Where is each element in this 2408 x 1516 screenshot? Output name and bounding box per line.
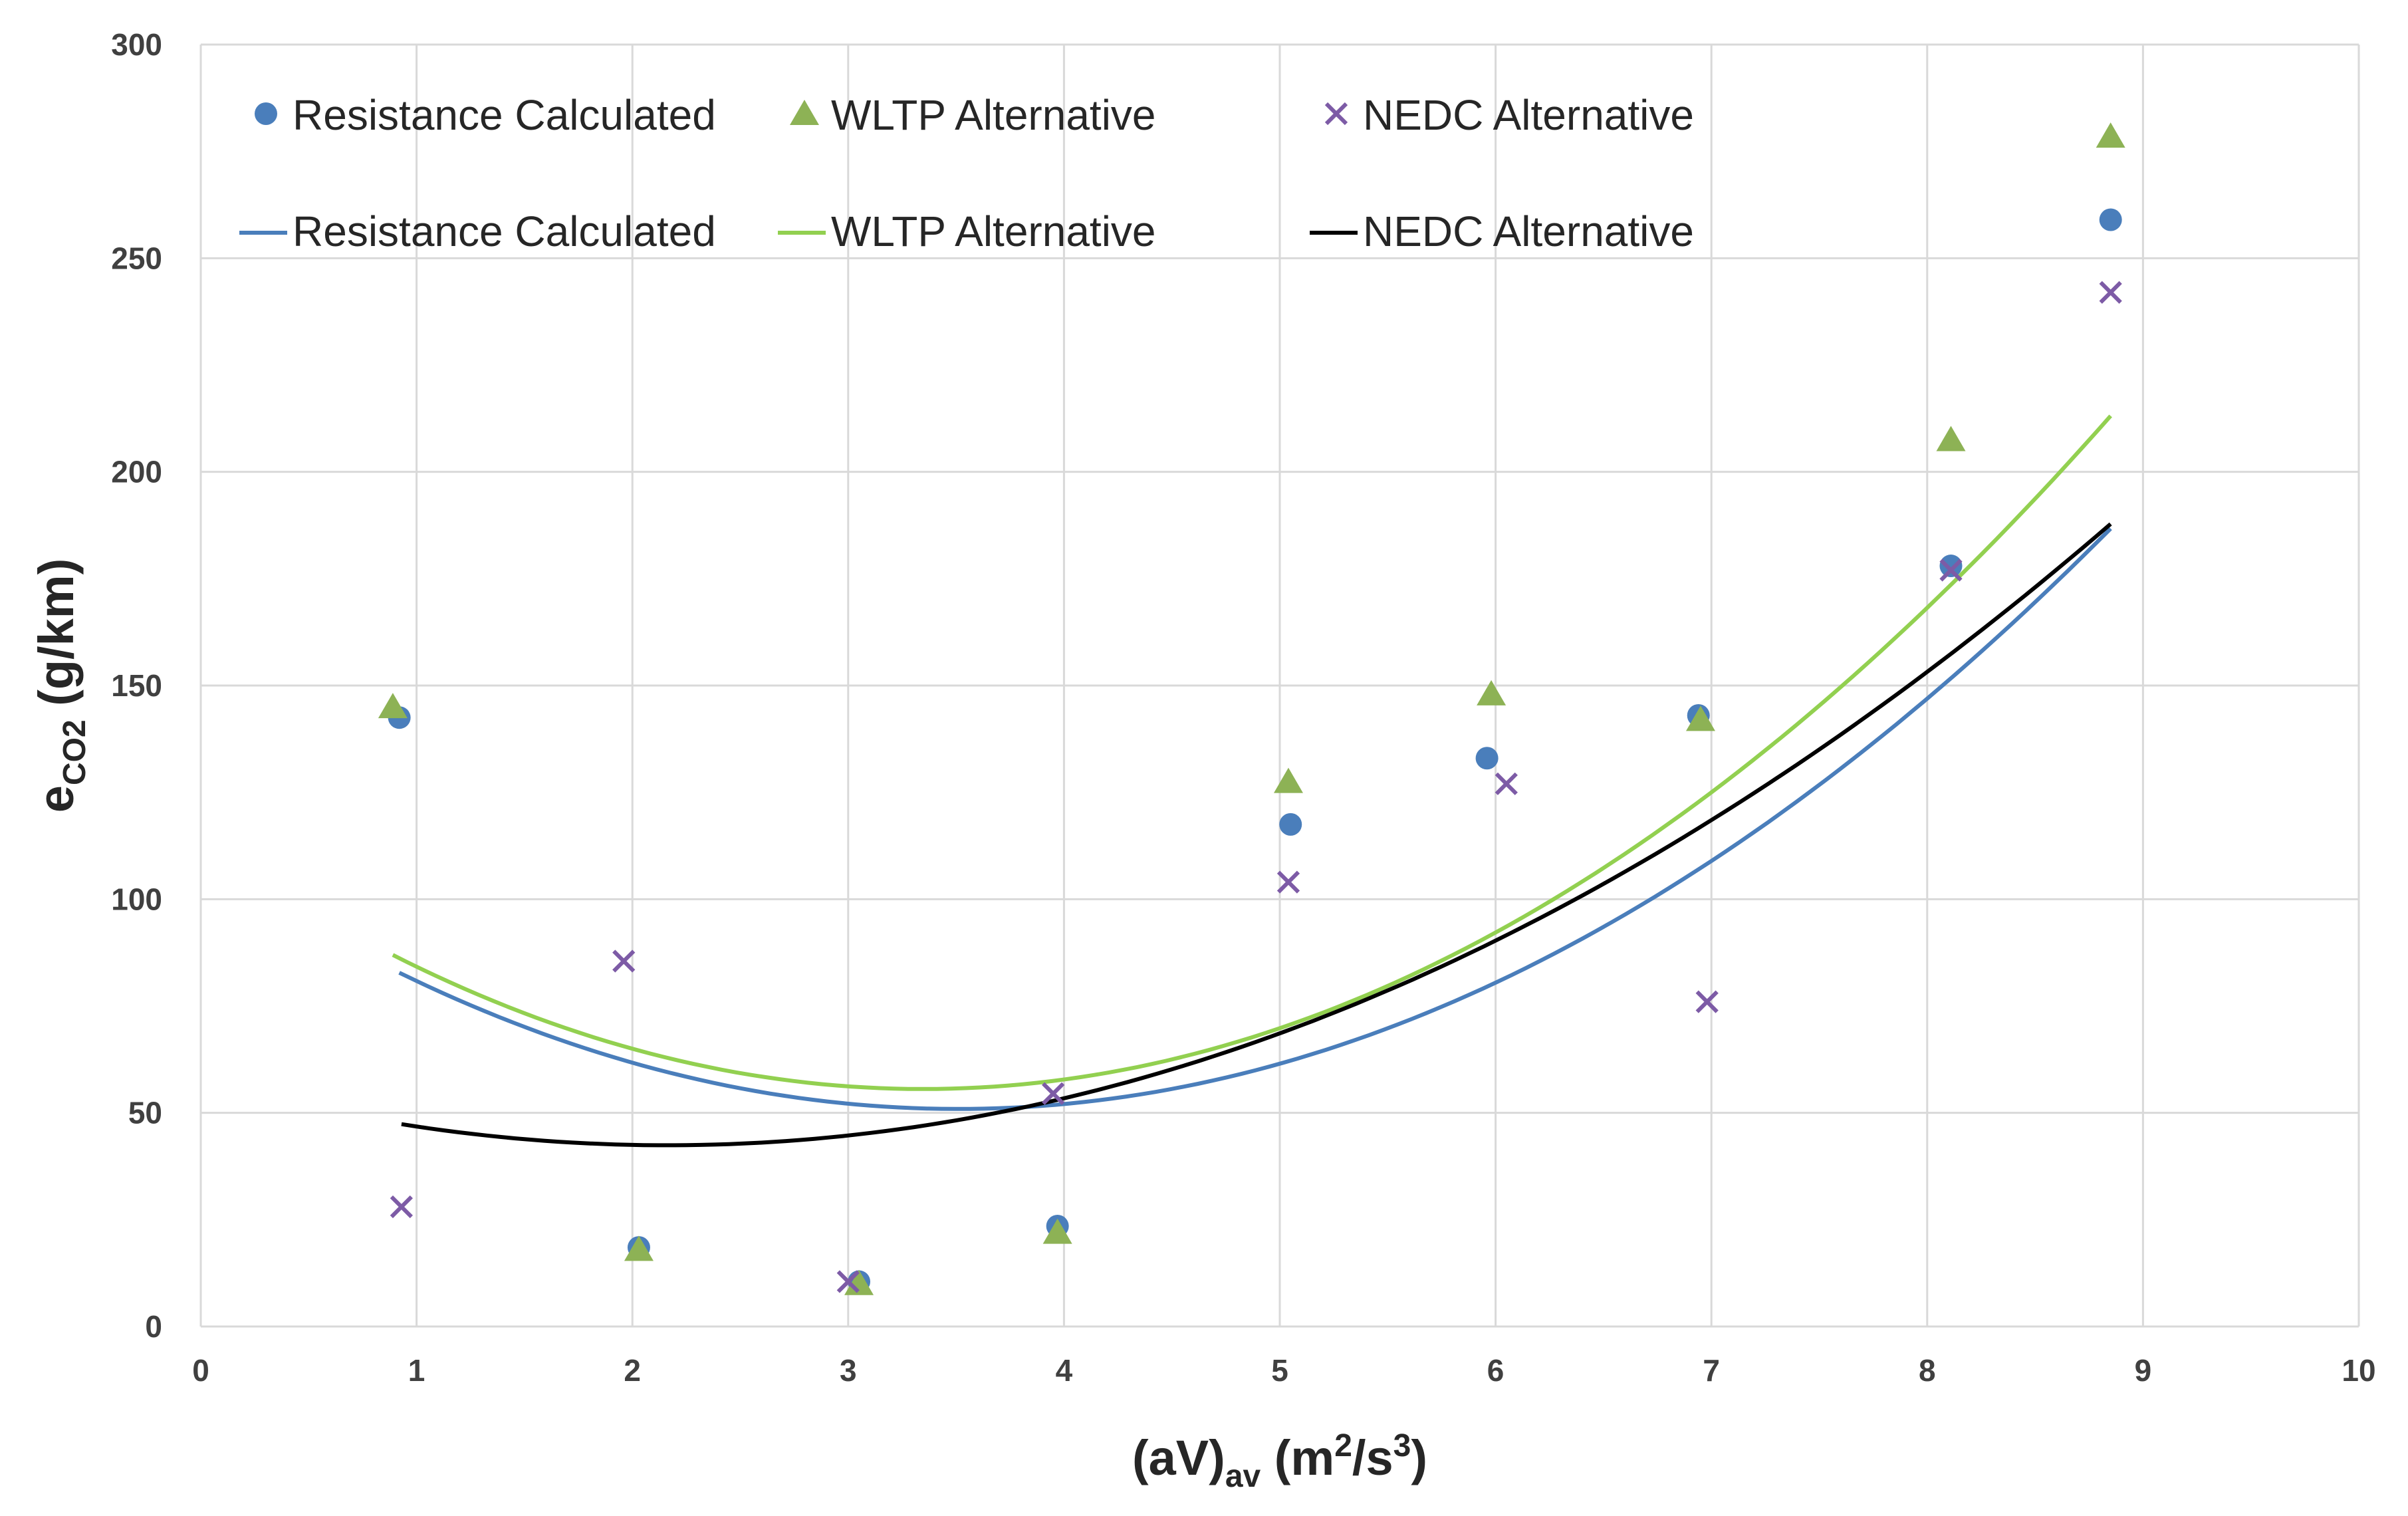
- trendlines: [392, 414, 2112, 1148]
- x-tick-label: 0: [192, 1353, 209, 1388]
- legend-label: WLTP Alternative: [831, 91, 1156, 139]
- x-tick-label: 2: [624, 1353, 641, 1388]
- legend-label: NEDC Alternative: [1363, 91, 1694, 139]
- data-point: [1939, 555, 1963, 578]
- y-tick-label: 300: [111, 27, 162, 62]
- data-point: [1695, 990, 1719, 1013]
- data-points: [378, 122, 2125, 1295]
- x-tick-label: 4: [1056, 1353, 1073, 1388]
- data-point: [2099, 281, 2122, 304]
- legend: Resistance Calculated WLTP Alternative NED…: [239, 91, 1694, 255]
- data-point: [390, 1195, 413, 1219]
- data-point: [1042, 1082, 1065, 1105]
- data-point: [1475, 747, 1499, 770]
- data-point: [1276, 870, 1300, 894]
- legend-label: Resistance Calculated: [293, 207, 716, 255]
- data-point: [1939, 559, 1963, 582]
- y-tick-label: 250: [111, 241, 162, 275]
- data-point: [2096, 122, 2125, 148]
- y-tick-label: 50: [128, 1096, 162, 1130]
- data-point: [1273, 767, 1303, 793]
- y-tick-label: 200: [111, 455, 162, 489]
- data-point: [1936, 426, 1966, 451]
- y-axis-title: eCO2 (g/km): [29, 559, 92, 813]
- legend-label: WLTP Alternative: [831, 207, 1156, 255]
- trendline: [401, 522, 2112, 1148]
- gridlines: [199, 43, 2360, 1328]
- x-tick-label: 8: [1919, 1353, 1936, 1388]
- data-point: [378, 693, 408, 719]
- x-tick-label: 9: [2135, 1353, 2152, 1388]
- trendline: [398, 527, 2112, 1111]
- legend-label: NEDC Alternative: [1363, 207, 1694, 255]
- data-point: [1042, 1218, 1072, 1244]
- legend-marker: [255, 102, 277, 125]
- data-point: [1477, 680, 1506, 705]
- x-tick-label: 6: [1487, 1353, 1505, 1388]
- legend-marker: [1324, 102, 1348, 126]
- data-point: [2099, 208, 2122, 231]
- data-point: [844, 1269, 874, 1295]
- data-point: [624, 1235, 654, 1261]
- data-point: [1495, 772, 1518, 795]
- data-point: [836, 1270, 860, 1293]
- data-point: [612, 949, 636, 973]
- x-tick-label: 1: [408, 1353, 425, 1388]
- y-tick-label: 150: [111, 668, 162, 703]
- legend-marker: [790, 100, 819, 125]
- trendline: [392, 414, 2112, 1091]
- x-tick-label: 7: [1703, 1353, 1720, 1388]
- y-tick-label: 0: [145, 1309, 162, 1344]
- y-tick-label: 100: [111, 882, 162, 916]
- x-tick-label: 3: [840, 1353, 857, 1388]
- x-axis-title: (aV)av (m2/s3): [1132, 1428, 1427, 1494]
- data-point: [1685, 705, 1715, 731]
- x-tick-label: 5: [1271, 1353, 1288, 1388]
- x-tick-label: 10: [2342, 1353, 2375, 1388]
- data-point: [1279, 813, 1302, 836]
- legend-label: Resistance Calculated: [293, 91, 716, 139]
